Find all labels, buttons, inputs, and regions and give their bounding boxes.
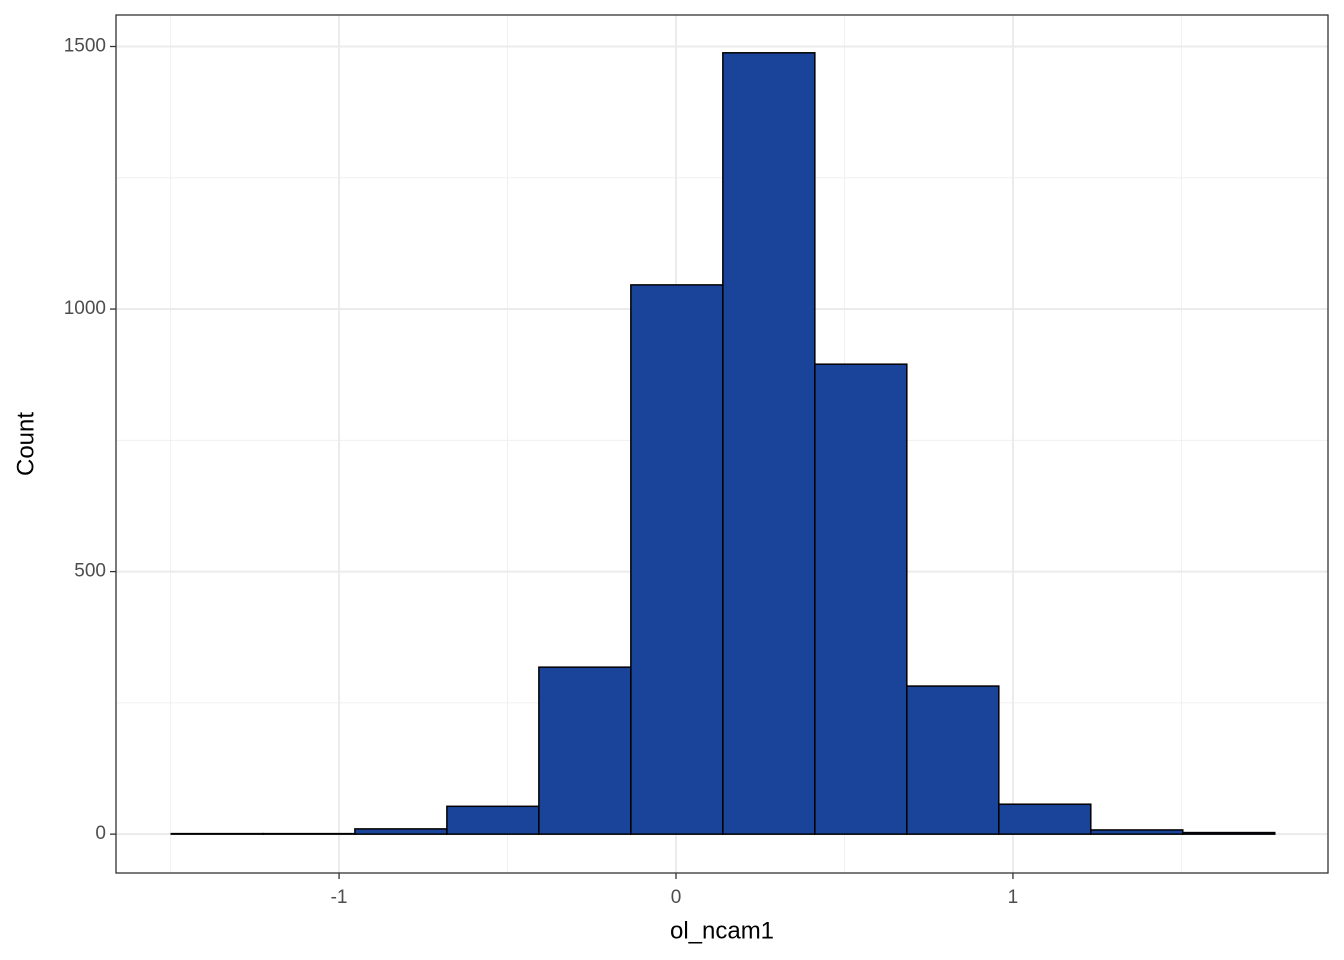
- bar: [170, 832, 264, 835]
- y-tick-label: 0: [95, 823, 106, 844]
- panel-border: [115, 14, 1329, 874]
- y-tick-label: 1500: [64, 36, 106, 57]
- bar: [1182, 831, 1276, 835]
- bar: [538, 666, 632, 835]
- x-tick-label: -1: [331, 887, 348, 908]
- x-tick-label: 1: [1008, 887, 1019, 908]
- bar: [722, 52, 816, 835]
- y-tick-label: 500: [74, 561, 106, 582]
- bar: [998, 803, 1092, 835]
- x-axis-title: ol_ncam1: [670, 917, 774, 944]
- bar: [906, 685, 1000, 835]
- y-axis-title: Count: [12, 412, 39, 476]
- bar: [354, 828, 448, 835]
- bar: [630, 284, 724, 835]
- bar: [262, 832, 356, 835]
- bar: [814, 363, 908, 835]
- bar: [1090, 829, 1184, 835]
- bar: [446, 805, 540, 835]
- x-tick-label: 0: [671, 887, 682, 908]
- y-tick-label: 1000: [64, 298, 106, 319]
